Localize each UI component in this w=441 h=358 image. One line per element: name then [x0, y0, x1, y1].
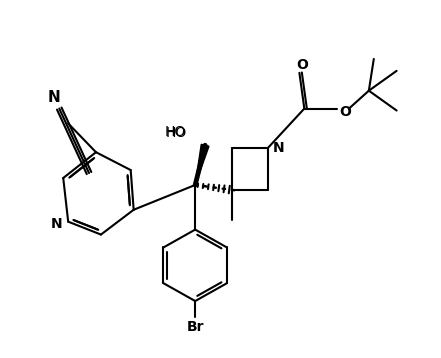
Polygon shape [195, 144, 209, 185]
Text: N: N [48, 90, 61, 105]
Text: O: O [296, 58, 308, 72]
Text: Br: Br [187, 320, 204, 334]
Text: N: N [51, 217, 62, 231]
Text: HO: HO [165, 125, 186, 139]
Text: HO: HO [166, 126, 187, 140]
Text: O: O [339, 105, 351, 118]
Text: N: N [273, 141, 284, 155]
